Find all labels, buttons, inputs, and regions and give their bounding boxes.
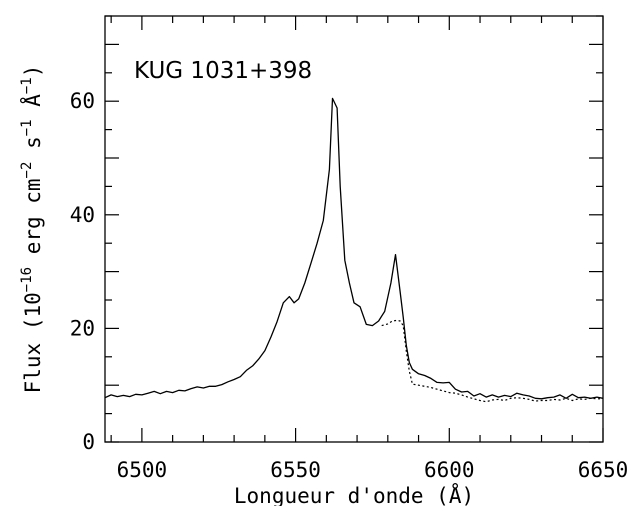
tick-labels: 6500 6550 6600 6650 0 20 40 60 (70, 89, 629, 482)
series-solid-line (104, 97, 604, 400)
y-tick-label: 40 (70, 203, 95, 227)
y-label-exp4: −1 (19, 77, 35, 94)
y-label-base: Flux (10 (21, 292, 45, 393)
x-tick-label: 6650 (578, 458, 629, 482)
series-dotted-line (381, 319, 603, 403)
y-label-exp1: −16 (19, 267, 35, 292)
y-tick-label: 60 (70, 89, 95, 113)
y-label-mid3: Å (19, 94, 45, 120)
x-axis-label: Longueur d'onde (Å) (234, 482, 474, 506)
plot-frame (104, 15, 604, 443)
plot-border (104, 15, 604, 443)
y-label-mid2: s (21, 136, 45, 161)
series-layer (104, 97, 604, 403)
y-tick-label: 0 (82, 430, 95, 454)
y-tick-label: 20 (70, 316, 95, 340)
y-axis-label: Flux (10−16 erg cm−2 s−1 Å−1) (19, 65, 45, 394)
annotation-label: KUG 1031+398 (134, 58, 312, 84)
axis-ticks (105, 15, 604, 443)
x-tick-label: 6550 (270, 458, 321, 482)
x-tick-label: 6600 (424, 458, 475, 482)
x-tick-label: 6500 (117, 458, 168, 482)
y-label-end: ) (21, 65, 45, 78)
y-label-mid1: erg cm (21, 178, 45, 267)
y-label-exp2: −2 (19, 162, 35, 179)
y-label-exp3: −1 (19, 119, 35, 136)
